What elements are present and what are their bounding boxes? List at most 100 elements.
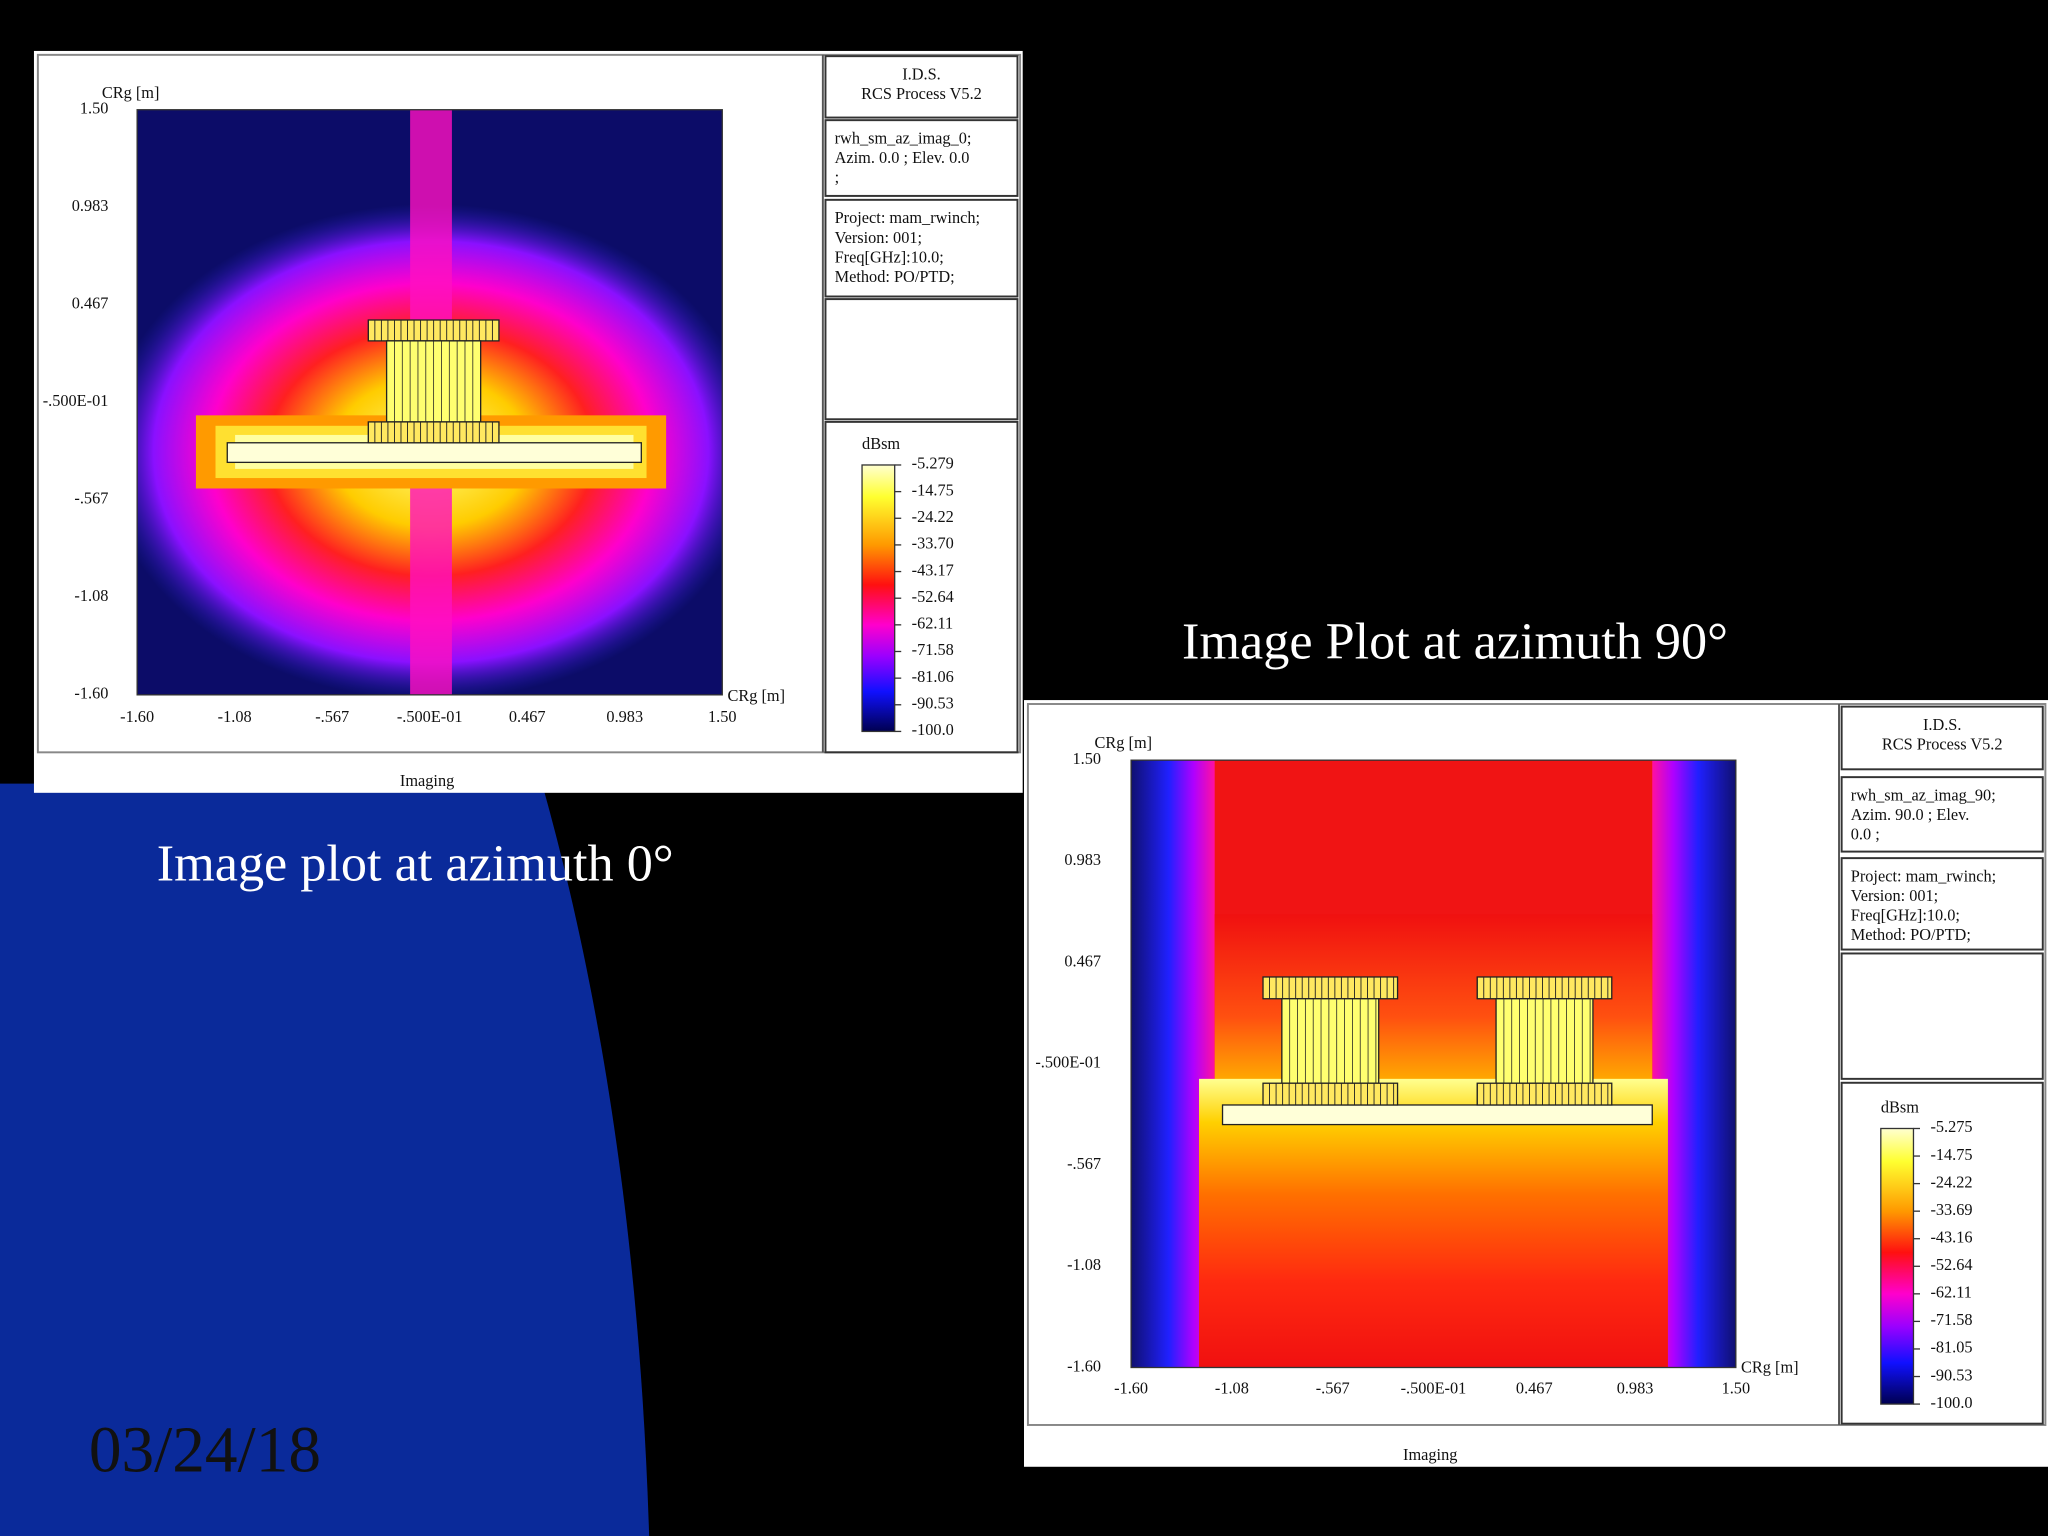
info-project: Freq[GHz]:10.0; bbox=[835, 247, 944, 266]
colorbar-label: -24.22 bbox=[1930, 1172, 1972, 1191]
background-shape bbox=[0, 783, 650, 1536]
info-project: Method: PO/PTD; bbox=[835, 267, 955, 286]
info-case: Azim. 0.0 ; Elev. 0.0 bbox=[835, 148, 970, 167]
x-tick-label: 0.983 bbox=[606, 707, 643, 726]
x-tick-label: -.500E-01 bbox=[1401, 1378, 1467, 1397]
y-tick-label: -.500E-01 bbox=[1035, 1053, 1101, 1072]
info-project: Project: mam_rwinch; bbox=[1851, 866, 1996, 885]
info-header: I.D.S. bbox=[902, 65, 941, 84]
colorbar-label: -33.70 bbox=[912, 534, 954, 553]
colorbar-label: -52.64 bbox=[912, 587, 954, 606]
info-case: rwh_sm_az_imag_90; bbox=[1851, 785, 1996, 804]
x-tick-label: -1.60 bbox=[1114, 1378, 1148, 1397]
y-tick-label: -.567 bbox=[74, 489, 108, 508]
y-tick-label: -1.08 bbox=[1067, 1255, 1101, 1274]
object bbox=[1281, 998, 1380, 1084]
info-box bbox=[824, 420, 1019, 754]
colorbar-unit: dBsm bbox=[862, 434, 900, 453]
colorbar-label: -100.0 bbox=[1930, 1393, 1972, 1412]
y-tick-label: -1.60 bbox=[74, 684, 108, 703]
colorbar-label: -24.22 bbox=[912, 507, 954, 526]
info-case: rwh_sm_az_imag_0; bbox=[835, 129, 972, 148]
colorbar-label: -5.279 bbox=[912, 454, 954, 473]
y-tick-label: 1.50 bbox=[80, 98, 109, 117]
y-tick-label: -.567 bbox=[1067, 1154, 1101, 1173]
x-axis-label: CRg [m] bbox=[1741, 1358, 1799, 1377]
colorbar-label: -14.75 bbox=[1930, 1145, 1972, 1164]
info-box bbox=[1840, 952, 2044, 1080]
colorbar-label: -62.11 bbox=[912, 614, 954, 633]
colorbar-label: -90.53 bbox=[1930, 1365, 1972, 1384]
object bbox=[1262, 976, 1399, 1000]
colorbar-label: -71.58 bbox=[1930, 1310, 1972, 1329]
x-tick-label: -1.08 bbox=[1215, 1378, 1249, 1397]
info-box bbox=[1840, 857, 2044, 951]
colorbar-label: -33.69 bbox=[1930, 1200, 1972, 1219]
info-box bbox=[1840, 705, 2044, 771]
footer: Imaging bbox=[400, 771, 454, 790]
x-tick-label: 1.50 bbox=[1722, 1378, 1751, 1397]
info-box bbox=[824, 55, 1019, 119]
colorbar-label: -62.11 bbox=[1930, 1283, 1972, 1302]
colorbar-label: -43.17 bbox=[912, 560, 954, 579]
x-tick-label: -.500E-01 bbox=[397, 707, 463, 726]
colorbar-label: -43.16 bbox=[1930, 1227, 1972, 1246]
info-box bbox=[1840, 1081, 2044, 1425]
info-box bbox=[824, 198, 1019, 298]
x-tick-label: 0.467 bbox=[1516, 1378, 1553, 1397]
heatmap-frame bbox=[1130, 759, 1737, 1369]
colorbar-label: -90.53 bbox=[912, 694, 954, 713]
colorbar-label: -14.75 bbox=[912, 480, 954, 499]
info-header: RCS Process V5.2 bbox=[1882, 735, 2003, 754]
info-project: Version: 001; bbox=[1851, 886, 1938, 905]
info-project: Project: mam_rwinch; bbox=[835, 208, 980, 227]
footer: Imaging bbox=[1403, 1445, 1457, 1464]
object bbox=[1262, 1082, 1399, 1106]
info-case: ; bbox=[835, 168, 840, 187]
colorbar-unit: dBsm bbox=[1881, 1098, 1919, 1117]
plot-frame bbox=[1026, 703, 2047, 1426]
info-header: RCS Process V5.2 bbox=[861, 84, 982, 103]
y-axis-label: CRg [m] bbox=[1095, 733, 1153, 752]
x-tick-label: -.567 bbox=[315, 707, 349, 726]
object bbox=[1476, 976, 1613, 1000]
caption: Image Plot at azimuth 90° bbox=[1182, 613, 1728, 671]
heatmap-frame bbox=[136, 109, 723, 696]
colorbar-label: -71.58 bbox=[912, 640, 954, 659]
colorbar-label: -100.0 bbox=[912, 720, 954, 739]
colorbar-label: -5.275 bbox=[1930, 1117, 1972, 1136]
heatmap-area bbox=[1199, 1078, 1668, 1368]
y-tick-label: 0.983 bbox=[72, 196, 109, 215]
info-box bbox=[1840, 776, 2044, 853]
plot-frame bbox=[36, 53, 1022, 754]
colorbar bbox=[1880, 1127, 1915, 1405]
y-tick-label: 0.467 bbox=[1064, 951, 1101, 970]
info-box bbox=[824, 298, 1019, 421]
info-project: Method: PO/PTD; bbox=[1851, 925, 1971, 944]
x-tick-label: 0.983 bbox=[1617, 1378, 1654, 1397]
info-case: 0.0 ; bbox=[1851, 825, 1880, 844]
colorbar-label: -81.06 bbox=[912, 667, 954, 686]
object bbox=[1495, 998, 1594, 1084]
x-tick-label: 0.467 bbox=[509, 707, 546, 726]
y-tick-label: 1.50 bbox=[1073, 749, 1102, 768]
y-tick-label: 0.467 bbox=[72, 294, 109, 313]
info-project: Version: 001; bbox=[835, 228, 922, 247]
object bbox=[1221, 1104, 1653, 1126]
date: 03/24/18 bbox=[89, 1414, 321, 1486]
object bbox=[1476, 1082, 1613, 1106]
x-tick-label: 1.50 bbox=[708, 707, 737, 726]
y-tick-label: -1.08 bbox=[74, 586, 108, 605]
heatmap bbox=[1131, 760, 1736, 1368]
y-tick-label: -1.60 bbox=[1067, 1356, 1101, 1375]
x-tick-label: -.567 bbox=[1316, 1378, 1350, 1397]
y-tick-label: -.500E-01 bbox=[43, 391, 109, 410]
y-tick-label: 0.983 bbox=[1064, 850, 1101, 869]
x-axis-label: CRg [m] bbox=[728, 686, 786, 705]
colorbar-label: -81.05 bbox=[1930, 1338, 1972, 1357]
x-tick-label: -1.60 bbox=[120, 707, 154, 726]
caption: Image plot at azimuth 0° bbox=[157, 835, 674, 893]
info-header: I.D.S. bbox=[1923, 715, 1962, 734]
x-tick-label: -1.08 bbox=[218, 707, 252, 726]
